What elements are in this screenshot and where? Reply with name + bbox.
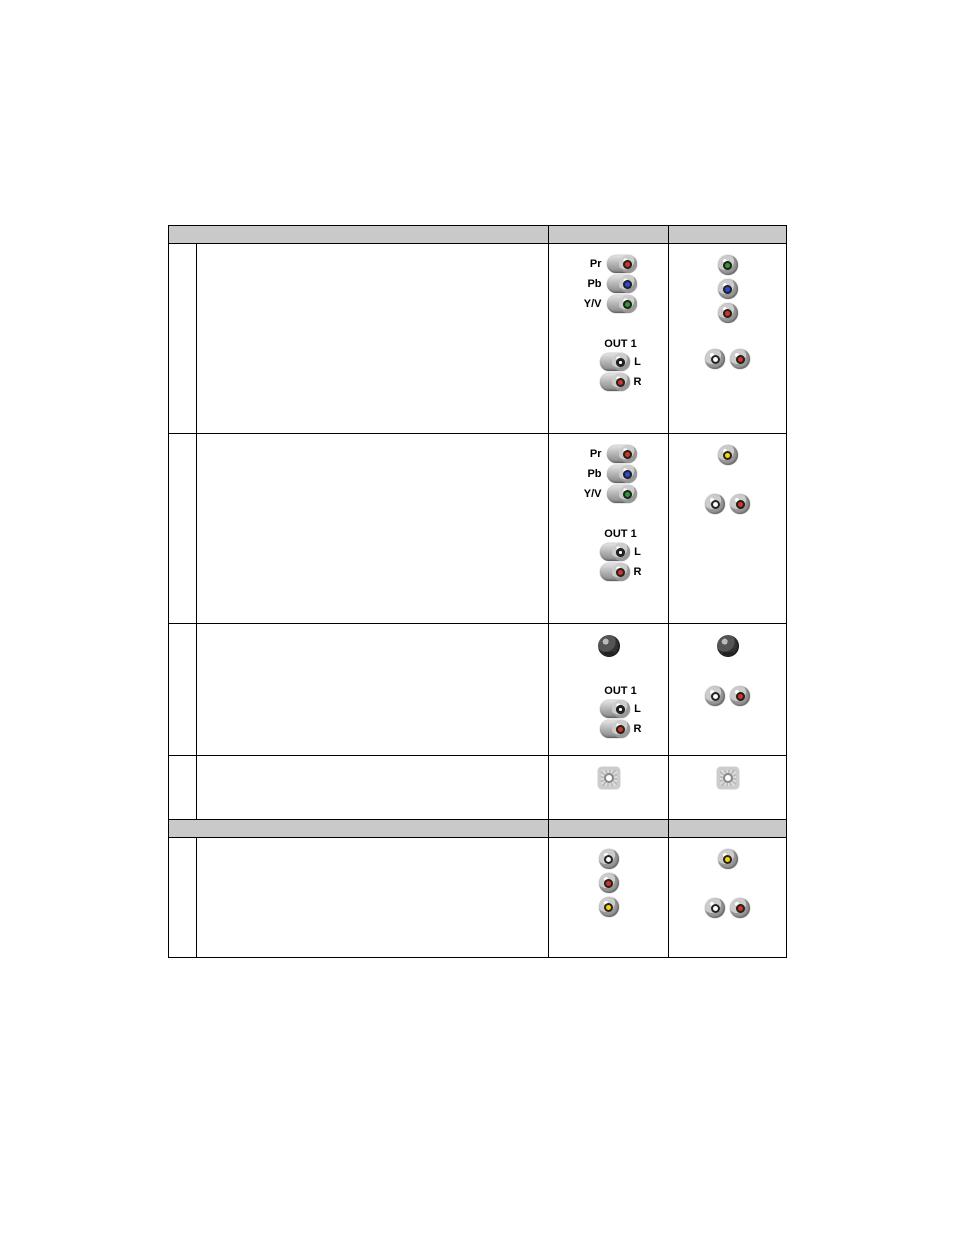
rca-jack-red [600,373,630,391]
rca-jack-red [730,898,750,918]
row-dest-cell [669,838,787,958]
rca-jack-red [730,349,750,369]
rca-jack-red [599,873,619,893]
row-index-cell [169,756,197,820]
rca-jack-red [718,303,738,323]
rca-jack-white [705,686,725,706]
label-yv: Y/V [580,488,602,500]
coax-jack [598,767,620,789]
connectors-table: PrPbY/VOUT 1LRPrPbY/VOUT 1LROUT 1LR [168,225,787,958]
rca-jack-red [607,255,637,273]
table-row [169,756,787,820]
row-source-cell: Pr Pb Y/V OUT 1 LR [549,434,669,624]
rca-jack-red [730,686,750,706]
label-r: R [633,723,643,735]
row-dest-cell [669,624,787,756]
rca-jack-white [705,898,725,918]
label-r: R [633,566,643,578]
rca-jack-red [730,494,750,514]
label-l: L [633,546,643,558]
rca-jack-red [607,445,637,463]
rca-jack-green [607,295,637,313]
label-l: L [633,703,643,715]
rca-jack-white [705,494,725,514]
label-out1: OUT 1 [599,338,643,350]
row-desc-cell [197,624,549,756]
rca-jack-black [600,700,630,718]
rca-jack-red [600,563,630,581]
label-yv: Y/V [580,298,602,310]
coax-jack [717,767,739,789]
hdr2-cell-1 [169,820,549,838]
table-body-2 [169,838,787,958]
row-dest-cell [669,244,787,434]
hdr-cell-3 [669,226,787,244]
row-desc-cell [197,756,549,820]
row-index-cell [169,624,197,756]
rca-jack-black [600,543,630,561]
hdr-cell-1 [169,226,549,244]
row-index-cell [169,838,197,958]
rca-jack-black [600,353,630,371]
label-pb: Pb [580,468,602,480]
rca-jack-blue [718,279,738,299]
label-out1: OUT 1 [599,528,643,540]
rca-jack-blue [607,465,637,483]
rca-jack-white [705,349,725,369]
row-source-cell [549,838,669,958]
rca-jack-red [600,720,630,738]
row-index-cell [169,244,197,434]
row-desc-cell [197,244,549,434]
row-index-cell [169,434,197,624]
hdr-cell-2 [549,226,669,244]
label-r: R [633,376,643,388]
label-pr: Pr [580,258,602,270]
row-dest-cell [669,756,787,820]
label-pr: Pr [580,448,602,460]
row-desc-cell [197,838,549,958]
rca-jack-yellow [718,445,738,465]
table-row: Pr Pb Y/V OUT 1 LR [169,434,787,624]
table-row: OUT 1 LR [169,624,787,756]
page: PrPbY/VOUT 1LRPrPbY/VOUT 1LROUT 1LR [0,0,954,1235]
row-source-cell [549,756,669,820]
table-row [169,838,787,958]
table-header-row-1 [169,226,787,244]
hdr2-cell-3 [669,820,787,838]
hdr2-cell-2 [549,820,669,838]
rca-jack-green [718,255,738,275]
row-source-cell: OUT 1 LR [549,624,669,756]
rca-jack-yellow [599,897,619,917]
svideo-jack [717,635,739,657]
label-l: L [633,356,643,368]
rca-jack-white [599,849,619,869]
svideo-jack [598,635,620,657]
rca-jack-green [607,485,637,503]
row-source-cell: Pr Pb Y/V OUT 1 LR [549,244,669,434]
rca-jack-yellow [718,849,738,869]
row-desc-cell [197,434,549,624]
table-body-1: PrPbY/VOUT 1LRPrPbY/VOUT 1LROUT 1LR [169,244,787,820]
table-header-row-2 [169,820,787,838]
row-dest-cell [669,434,787,624]
label-out1: OUT 1 [599,685,643,697]
table-row: Pr Pb Y/V OUT 1 LR [169,244,787,434]
rca-jack-blue [607,275,637,293]
label-pb: Pb [580,278,602,290]
